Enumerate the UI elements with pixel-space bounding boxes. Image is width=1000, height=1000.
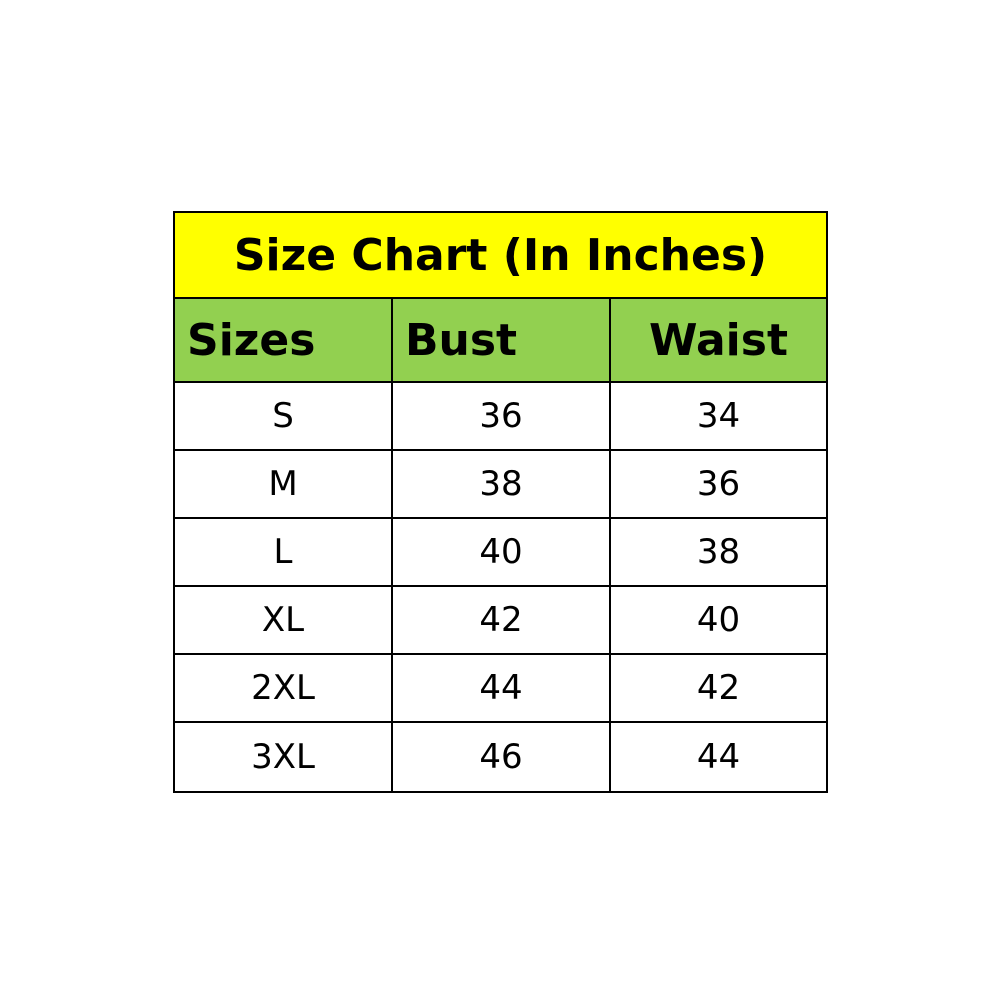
size-chart-table: Size Chart (In Inches) Sizes Bust Waist … xyxy=(173,211,828,793)
table-title: Size Chart (In Inches) xyxy=(175,213,826,299)
cell-bust: 36 xyxy=(393,383,611,449)
cell-size: XL xyxy=(175,587,393,653)
header-waist: Waist xyxy=(649,314,788,366)
cell-size: 2XL xyxy=(175,655,393,721)
cell-size: S xyxy=(175,383,393,449)
header-bust: Bust xyxy=(393,299,611,381)
header-row: Sizes Bust Waist xyxy=(175,299,826,383)
table-row: XL 42 40 xyxy=(175,587,826,655)
table-row: S 36 34 xyxy=(175,383,826,451)
table-row: 3XL 46 44 xyxy=(175,723,826,791)
cell-waist: 38 xyxy=(696,532,741,572)
cell-bust: 44 xyxy=(393,655,611,721)
cell-waist: 36 xyxy=(696,464,741,504)
table-row: 2XL 44 42 xyxy=(175,655,826,723)
header-sizes: Sizes xyxy=(175,299,393,381)
table-row: L 40 38 xyxy=(175,519,826,587)
cell-waist: 40 xyxy=(696,600,741,640)
cell-waist: 42 xyxy=(696,668,741,708)
cell-size: 3XL xyxy=(175,723,393,791)
cell-bust: 46 xyxy=(393,723,611,791)
cell-bust: 42 xyxy=(393,587,611,653)
cell-size: L xyxy=(175,519,393,585)
table-row: M 38 36 xyxy=(175,451,826,519)
cell-waist: 44 xyxy=(696,737,741,777)
cell-waist: 34 xyxy=(696,396,741,436)
cell-bust: 38 xyxy=(393,451,611,517)
cell-size: M xyxy=(175,451,393,517)
cell-bust: 40 xyxy=(393,519,611,585)
